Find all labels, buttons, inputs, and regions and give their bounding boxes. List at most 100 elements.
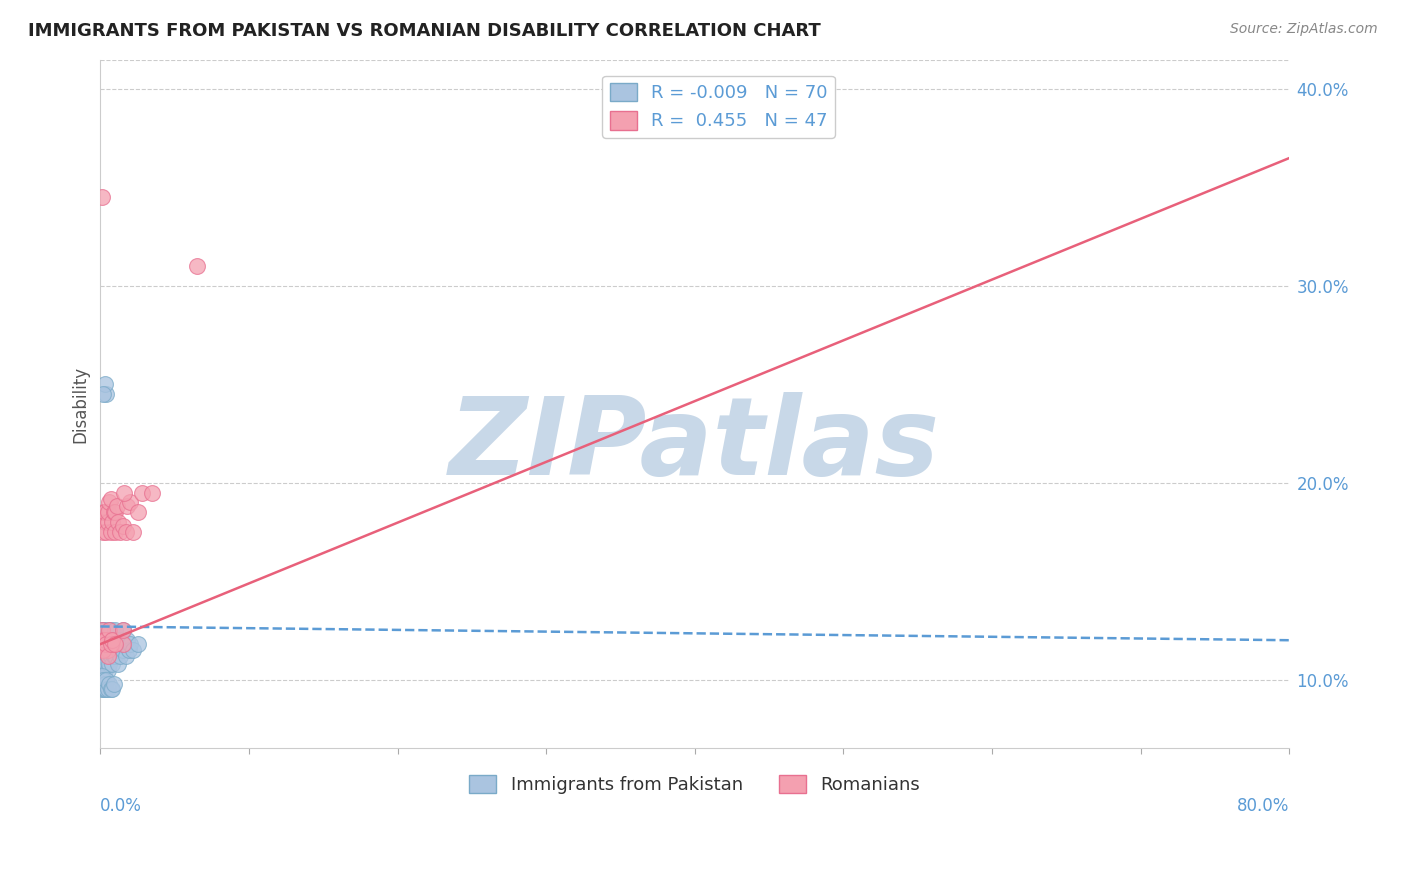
Point: [96, 637, 118, 651]
Point: [94, 637, 117, 651]
Point: [115, 500, 138, 514]
Point: [100, 682, 122, 697]
Point: [108, 524, 131, 539]
Point: [120, 495, 142, 509]
Point: [96, 629, 118, 643]
Point: [90, 633, 112, 648]
Point: [91, 643, 114, 657]
Point: [97, 505, 120, 519]
Point: [111, 637, 134, 651]
Point: [103, 648, 125, 663]
Point: [90, 657, 112, 671]
Point: [107, 643, 129, 657]
Point: [100, 491, 122, 506]
Point: [96, 673, 118, 687]
Point: [98, 624, 121, 638]
Text: IMMIGRANTS FROM PAKISTAN VS ROMANIAN DISABILITY CORRELATION CHART: IMMIGRANTS FROM PAKISTAN VS ROMANIAN DIS…: [28, 22, 821, 40]
Point: [94, 682, 117, 697]
Point: [114, 648, 136, 663]
Point: [97, 643, 120, 657]
Point: [111, 519, 134, 533]
Y-axis label: Disability: Disability: [72, 366, 89, 442]
Point: [90, 643, 112, 657]
Point: [94, 648, 117, 663]
Point: [103, 676, 125, 690]
Point: [91, 682, 114, 697]
Point: [103, 505, 125, 519]
Point: [186, 260, 208, 274]
Point: [90, 637, 112, 651]
Point: [122, 524, 145, 539]
Point: [141, 485, 163, 500]
Point: [108, 633, 131, 648]
Point: [94, 663, 117, 677]
Point: [110, 637, 132, 651]
Point: [91, 624, 114, 638]
Point: [103, 633, 125, 648]
Point: [107, 515, 129, 529]
Text: 0.0%: 0.0%: [100, 797, 142, 814]
Point: [111, 624, 134, 638]
Point: [112, 637, 135, 651]
Point: [98, 637, 121, 651]
Point: [104, 524, 127, 539]
Point: [101, 643, 124, 657]
Point: [96, 633, 118, 648]
Text: 80.0%: 80.0%: [1237, 797, 1289, 814]
Point: [90, 637, 112, 651]
Point: [97, 648, 120, 663]
Point: [111, 643, 134, 657]
Point: [94, 505, 117, 519]
Point: [127, 505, 149, 519]
Point: [96, 387, 118, 401]
Point: [114, 524, 136, 539]
Point: [91, 643, 114, 657]
Point: [96, 524, 118, 539]
Point: [101, 637, 124, 651]
Point: [94, 377, 117, 392]
Point: [91, 657, 114, 671]
Point: [101, 682, 124, 697]
Point: [98, 657, 121, 671]
Point: [97, 663, 120, 677]
Point: [101, 633, 124, 648]
Point: [90, 190, 112, 204]
Point: [100, 624, 122, 638]
Text: ZIPatlas: ZIPatlas: [450, 392, 941, 499]
Point: [122, 643, 145, 657]
Point: [91, 648, 114, 663]
Point: [105, 500, 128, 514]
Point: [105, 633, 128, 648]
Point: [94, 633, 117, 648]
Point: [131, 485, 153, 500]
Point: [90, 624, 112, 638]
Point: [91, 505, 114, 519]
Point: [97, 633, 120, 648]
Point: [91, 673, 114, 687]
Point: [100, 633, 122, 648]
Point: [101, 515, 124, 529]
Point: [96, 637, 118, 651]
Point: [90, 682, 112, 697]
Point: [91, 633, 114, 648]
Point: [117, 643, 139, 657]
Point: [91, 524, 114, 539]
Point: [100, 648, 122, 663]
Point: [104, 648, 127, 663]
Point: [112, 485, 135, 500]
Point: [104, 624, 127, 638]
Point: [101, 657, 124, 671]
Text: Source: ZipAtlas.com: Source: ZipAtlas.com: [1230, 22, 1378, 37]
Point: [100, 637, 122, 651]
Point: [127, 637, 149, 651]
Point: [91, 387, 114, 401]
Point: [91, 637, 114, 651]
Point: [94, 515, 117, 529]
Point: [108, 648, 131, 663]
Legend: R = -0.009   N = 70, R =  0.455   N = 47: R = -0.009 N = 70, R = 0.455 N = 47: [602, 76, 835, 137]
Point: [104, 505, 127, 519]
Point: [97, 682, 120, 697]
Point: [120, 637, 142, 651]
Point: [100, 633, 122, 648]
Point: [115, 633, 138, 648]
